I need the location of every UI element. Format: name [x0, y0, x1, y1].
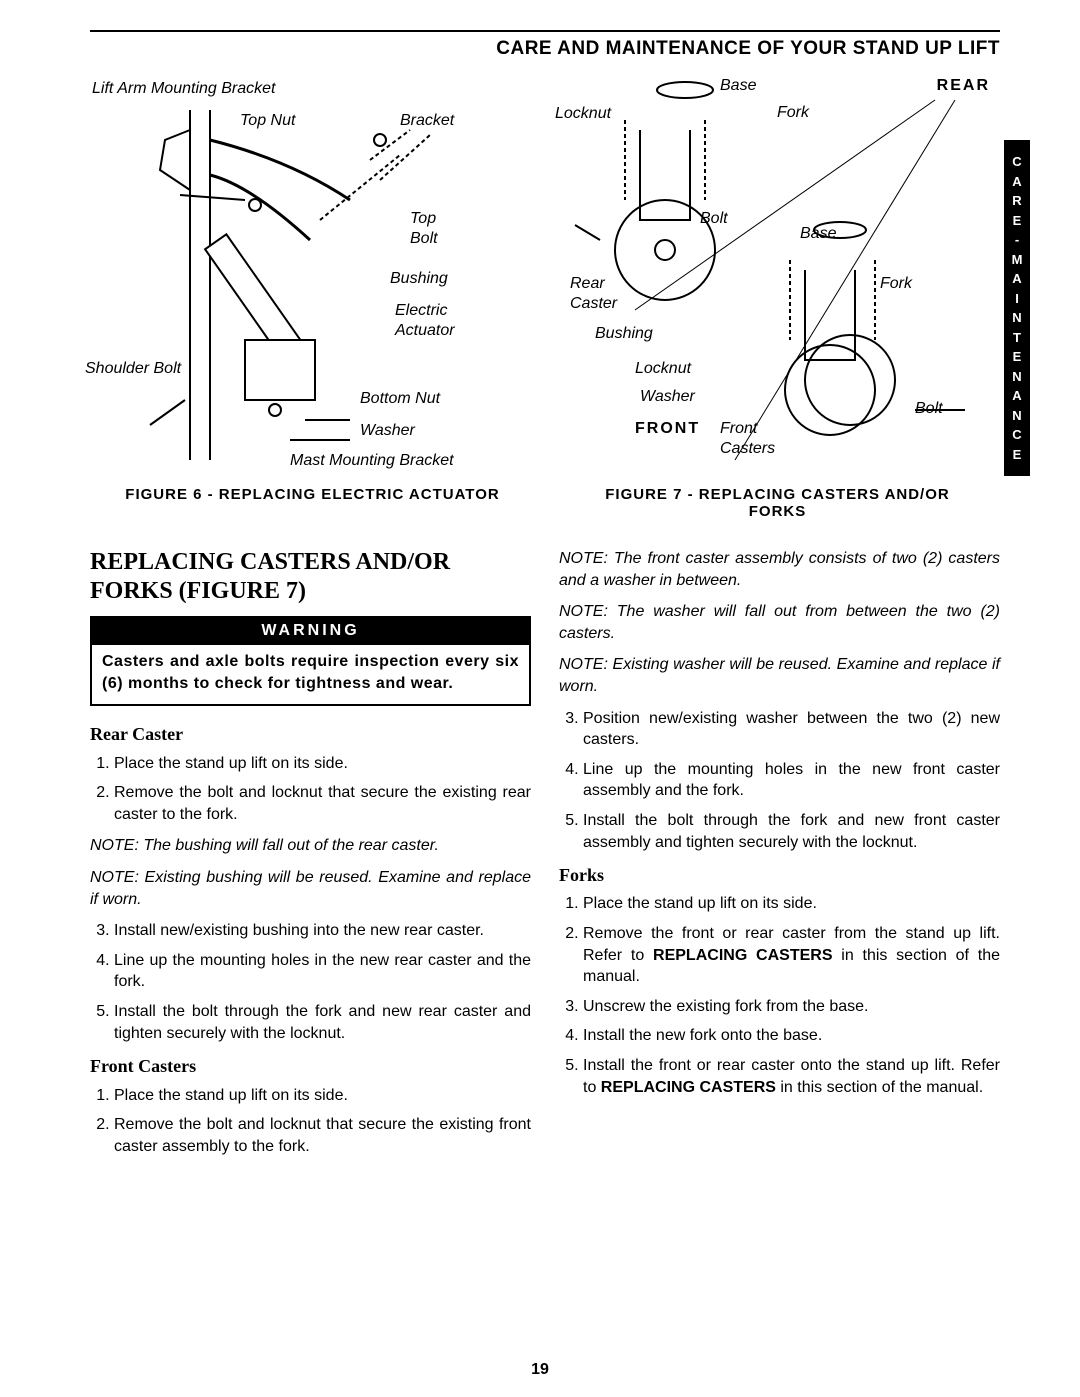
front-casters-head: Front Casters — [90, 1054, 531, 1078]
label-shoulder-bolt: Shoulder Bolt — [85, 360, 181, 378]
forks-head: Forks — [559, 863, 1000, 887]
list-item: Remove the bolt and locknut that secure … — [114, 782, 531, 825]
right-column: NOTE: The front caster assembly consists… — [559, 548, 1000, 1167]
figure-6-caption: FIGURE 6 - REPLACING ELECTRIC ACTUATOR — [90, 486, 535, 503]
left-column: REPLACING CASTERS AND/OR FORKS (FIGURE 7… — [90, 548, 531, 1167]
rear-caster-list-b: Install new/existing bushing into the ne… — [90, 920, 531, 1044]
label-bracket: Bracket — [400, 112, 454, 130]
list-item: Install new/existing bushing into the ne… — [114, 920, 531, 942]
label-bolt1: Bolt — [700, 210, 728, 228]
label-bottom-nut: Bottom Nut — [360, 390, 440, 408]
figure-7: REAR FRONT Base Locknut Fork Bolt Base R… — [555, 80, 1000, 520]
label-top-nut: Top Nut — [240, 112, 295, 130]
list-item: Place the stand up lift on its side. — [583, 893, 1000, 915]
note: NOTE: Existing washer will be reused. Ex… — [559, 654, 1000, 697]
page-number: 19 — [0, 1361, 1080, 1379]
rear-caster-head: Rear Caster — [90, 722, 531, 746]
list-item: Remove the front or rear caster from the… — [583, 923, 1000, 988]
page-header: CARE AND MAINTENANCE OF YOUR STAND UP LI… — [90, 38, 1000, 60]
figure-7-caption: FIGURE 7 - REPLACING CASTERS AND/OR FORK… — [555, 486, 1000, 520]
label-rear-bold: REAR — [937, 77, 990, 95]
front-casters-list-b: Position new/existing washer between the… — [559, 708, 1000, 854]
label-bushing2: Bushing — [595, 325, 653, 343]
label-bolt2: Bolt — [915, 400, 943, 418]
label-base1: Base — [720, 77, 756, 95]
section-title: REPLACING CASTERS AND/OR FORKS (FIGURE 7… — [90, 548, 531, 606]
label-electric: Electric — [395, 302, 447, 320]
note: NOTE: The washer will fall out from betw… — [559, 601, 1000, 644]
front-casters-list: Place the stand up lift on its side. Rem… — [90, 1085, 531, 1158]
label-front-casters1: Front — [720, 420, 757, 438]
warning-bar: WARNING — [90, 616, 531, 646]
note: NOTE: Existing bushing will be reused. E… — [90, 867, 531, 910]
label-fork2: Fork — [880, 275, 912, 293]
list-item: Remove the bolt and locknut that secure … — [114, 1114, 531, 1157]
label-locknut2: Locknut — [635, 360, 691, 378]
list-item: Install the bolt through the fork and ne… — [114, 1001, 531, 1044]
list-item: Line up the mounting holes in the new fr… — [583, 759, 1000, 802]
rear-caster-list-a: Place the stand up lift on its side. Rem… — [90, 753, 531, 826]
label-front-casters2: Casters — [720, 440, 775, 458]
list-item: Line up the mounting holes in the new re… — [114, 950, 531, 993]
warning-box: Casters and axle bolts require inspectio… — [90, 645, 531, 706]
label-lift-arm-bracket: Lift Arm Mounting Bracket — [92, 80, 275, 98]
note: NOTE: The front caster assembly consists… — [559, 548, 1000, 591]
label-top-bolt-1: Top — [410, 210, 436, 228]
label-fork1: Fork — [777, 104, 809, 122]
label-actuator: Actuator — [395, 322, 455, 340]
figure-6: Lift Arm Mounting Bracket Top Nut Bracke… — [90, 80, 535, 520]
label-top-bolt-2: Bolt — [410, 230, 438, 248]
list-item: Install the new fork onto the base. — [583, 1025, 1000, 1047]
label-bushing: Bushing — [390, 270, 448, 288]
label-rear-caster2: Caster — [570, 295, 617, 313]
list-item: Position new/existing washer between the… — [583, 708, 1000, 751]
list-item: Install the front or rear caster onto th… — [583, 1055, 1000, 1098]
note: NOTE: The bushing will fall out of the r… — [90, 835, 531, 857]
label-washer: Washer — [360, 422, 415, 440]
list-item: Unscrew the existing fork from the base. — [583, 996, 1000, 1018]
list-item: Place the stand up lift on its side. — [114, 753, 531, 775]
forks-list: Place the stand up lift on its side. Rem… — [559, 893, 1000, 1098]
label-base2: Base — [800, 225, 836, 243]
label-mast-bracket: Mast Mounting Bracket — [290, 452, 454, 470]
list-item: Install the bolt through the fork and ne… — [583, 810, 1000, 853]
label-washer2: Washer — [640, 388, 695, 406]
label-rear-caster1: Rear — [570, 275, 605, 293]
list-item: Place the stand up lift on its side. — [114, 1085, 531, 1107]
label-locknut1: Locknut — [555, 105, 611, 123]
label-front-bold: FRONT — [635, 420, 700, 438]
side-tab: CARE-MAINTENANCE — [1004, 140, 1030, 476]
